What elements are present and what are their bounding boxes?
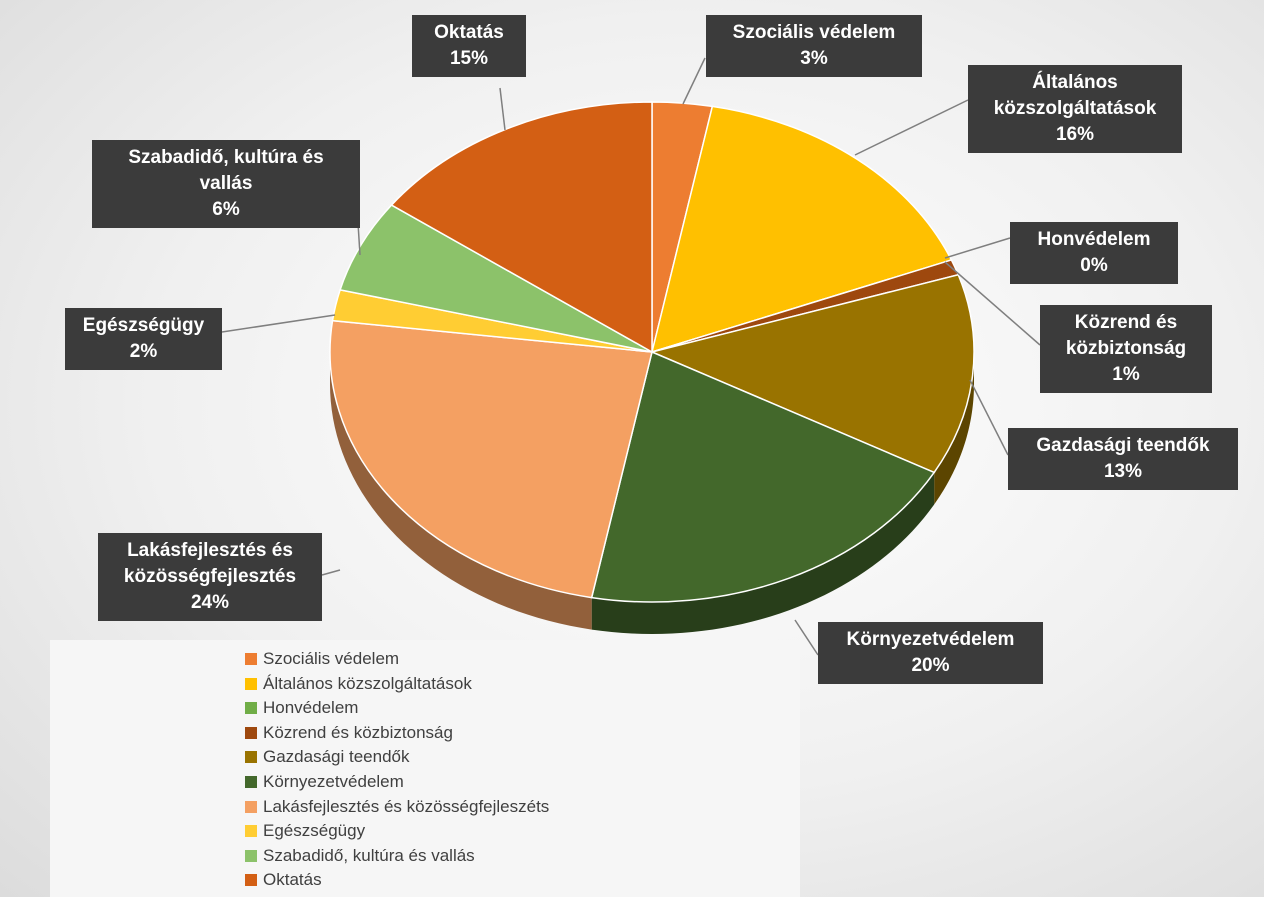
data-label: Egészségügy 2%	[65, 308, 222, 370]
slice-side	[330, 352, 592, 630]
label-name: Egészségügy	[82, 315, 205, 336]
slice	[390, 101, 653, 354]
legend-swatch	[245, 653, 257, 665]
legend-label: Szabadidő, kultúra és vallás	[263, 845, 475, 865]
leader-line	[794, 619, 819, 656]
legend-label: Környezetvédelem	[263, 772, 404, 791]
legend-swatch	[245, 677, 257, 690]
label-name: Szabadidő, kultúra és vallás	[128, 147, 324, 194]
data-label: Általános közszolgáltatások 16%	[968, 65, 1182, 153]
data-label: Oktatás 15%	[412, 15, 526, 77]
leader-line	[969, 379, 1009, 456]
label-value: 0%	[1080, 255, 1108, 276]
legend-label: Lakásfejlesztés és közösségfejleszéts	[263, 796, 550, 816]
data-label: Szabadidő, kultúra és vallás 6%	[92, 140, 360, 228]
leader-line	[321, 569, 341, 576]
slice	[590, 350, 936, 603]
label-value: 6%	[212, 199, 240, 220]
legend-label: Gazdasági teendők	[263, 747, 410, 767]
slice	[649, 273, 975, 474]
legend-item: Oktatás	[245, 869, 322, 891]
label-value: 15%	[449, 48, 489, 69]
label-value: 13%	[1103, 461, 1143, 482]
data-label: Honvédelem 0%	[1010, 222, 1178, 284]
legend: Szociális védelem Általános közszolgáltat…	[50, 640, 800, 897]
legend-swatch	[245, 702, 257, 715]
label-name: Oktatás	[434, 22, 504, 43]
label-name: Gazdasági teendők	[1036, 435, 1210, 456]
slice	[339, 204, 653, 353]
leader-line	[944, 237, 1011, 259]
data-label: Lakásfejlesztés és közösségfejlesztés 24%	[98, 533, 322, 621]
legend-label: Egészségügy	[263, 821, 366, 841]
legend-label: Honvédelem	[263, 698, 359, 718]
legend-item: Általános közszolgáltatások	[245, 673, 472, 695]
legend-item: Környezetvédelem	[245, 771, 404, 793]
legend-swatch	[245, 849, 257, 862]
data-label: Környezetvédelem 20%	[818, 622, 1043, 684]
label-value: 24%	[190, 592, 230, 613]
leader-line	[682, 57, 706, 105]
legend-swatch	[245, 825, 257, 838]
legend-item: Szociális védelem	[245, 648, 399, 670]
label-value: 3%	[800, 48, 828, 69]
legend-label: Oktatás	[263, 870, 322, 890]
label-name: Közrend és közbiztonság	[1065, 312, 1187, 359]
leader-line	[944, 261, 1041, 346]
legend-swatch	[245, 776, 257, 788]
legend-swatch	[245, 726, 257, 739]
label-name: Honvédelem	[1037, 229, 1151, 250]
legend-item: Egészségügy	[245, 820, 365, 842]
data-label: Közrend és közbiztonság 1%	[1040, 305, 1212, 393]
legend-item: Szabadidő, kultúra és vallás	[245, 845, 475, 867]
label-value: 20%	[911, 655, 950, 676]
data-label: Gazdasági teendők 13%	[1008, 428, 1238, 490]
legend-swatch	[245, 874, 257, 887]
label-value: 16%	[1055, 124, 1095, 145]
leader-line	[854, 99, 969, 156]
label-name: Általános közszolgáltatások	[993, 72, 1157, 119]
legend-swatch	[245, 800, 257, 813]
label-name: Lakásfejlesztés és közösségfejlesztés	[123, 540, 297, 587]
leader-line	[221, 314, 336, 333]
slice-side	[934, 352, 974, 505]
label-name: Szociális védelem	[732, 22, 896, 43]
label-name: Környezetvédelem	[846, 629, 1015, 650]
legend-label: Közrend és közbiztonság	[263, 722, 453, 742]
slice	[650, 105, 953, 354]
label-value: 2%	[129, 341, 158, 362]
legend-swatch	[245, 751, 257, 764]
slice	[329, 319, 653, 599]
legend-item: Gazdasági teendők	[245, 746, 410, 768]
leader-line	[499, 87, 506, 131]
label-value: 1%	[1112, 364, 1140, 385]
data-label: Szociális védelem 3%	[706, 15, 922, 77]
legend-item: Honvédelem	[245, 697, 358, 719]
legend-label: Általános közszolgáltatások	[263, 673, 472, 693]
slice-side	[591, 472, 935, 634]
legend-label: Szociális védelem	[263, 649, 400, 668]
legend-item: Közrend és közbiztonság	[245, 722, 453, 744]
legend-item: Lakásfejlesztés és közösségfejleszéts	[245, 796, 549, 818]
